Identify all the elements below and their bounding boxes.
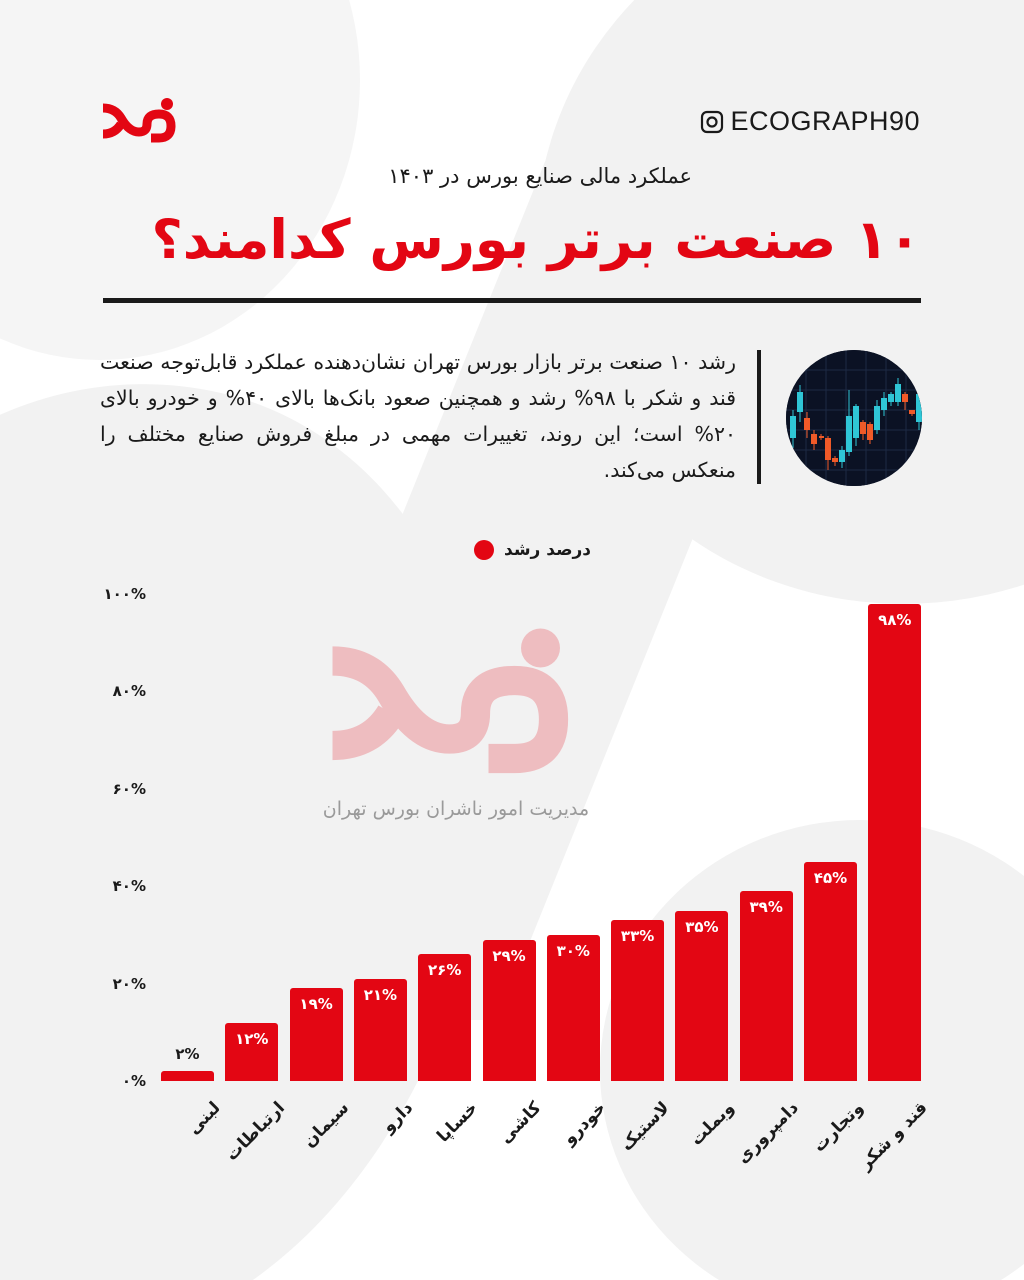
x-axis-label: دامپروری [733,1098,803,1168]
bar-value-label: ۳۹% [749,898,783,917]
bar [868,603,922,1081]
x-axis-label: قند و شکر [855,1098,932,1175]
chart-legend: درصد رشد [474,540,591,560]
instagram-icon [701,110,724,133]
bar-value-label: ۲% [175,1045,200,1064]
bar [739,891,793,1081]
x-axis-label: سیمان [299,1098,353,1152]
bar-value-label: ۹۸% [878,610,912,629]
x-axis-label: لاستیک [617,1098,675,1156]
x-axis-label: خودرو [559,1098,610,1149]
bar-value-label: ۳۳% [620,927,655,946]
bar [418,954,472,1081]
bar [804,861,857,1081]
bar [289,988,343,1081]
intro-divider [757,350,761,484]
y-tick-40: ۴۰% [112,877,146,895]
x-axis-label: لبنی [183,1098,225,1139]
brand-logo-icon [102,98,176,143]
page-title: ۱۰ صنعت برتر بورس کدامند؟ [151,208,921,271]
social-handle: ECOGRAPH90 [700,106,920,137]
bar [611,920,665,1081]
x-axis-label: خساپا [432,1098,482,1147]
bar-value-label: ۱۲% [235,1029,269,1048]
x-axis-label: ارتباطات [221,1098,289,1166]
background-shape [0,0,360,360]
bar [225,1022,279,1081]
bar [161,1071,214,1081]
watermark-logo-icon [331,628,569,774]
candlestick-chart-thumbnail [786,350,922,486]
bar-value-label: ۴۵% [813,868,848,887]
bar [675,910,729,1081]
bar [353,978,407,1081]
x-axis-label: دارو [378,1098,418,1137]
bar [546,934,600,1081]
intro-paragraph: رشد ۱۰ صنعت برتر بازار بورس تهران نشان‌د… [100,350,737,482]
watermark-text: مدیریت امور ناشران بورس تهران [322,798,590,820]
bar-value-label: ۳۰% [556,941,590,960]
bar-value-label: ۲۹% [492,946,526,965]
bar-value-label: ۲۱% [363,985,398,1004]
y-tick-20: ۲۰% [112,975,146,993]
y-tick-100: ۱۰۰% [103,585,147,603]
bar-value-label: ۱۹% [299,995,333,1014]
y-tick-0: ۰% [121,1072,146,1090]
page-subtitle: عملکرد مالی صنایع بورس در ۱۴۰۳ [388,164,692,188]
y-tick-80: ۸۰% [112,682,146,700]
handle-text: ECOGRAPH90 [730,106,920,136]
bar [482,939,536,1081]
legend-label: درصد رشد [504,540,592,560]
bar-value-label: ۲۶% [428,961,462,980]
y-tick-60: ۶۰% [112,780,146,798]
red-dot-icon [474,540,494,560]
x-axis-label: وبملت [686,1098,739,1150]
bar-value-label: ۳۵% [685,917,719,936]
title-divider [103,298,921,303]
x-axis-label: وتجارت [808,1098,868,1157]
x-axis-label: کاشی [496,1098,546,1148]
